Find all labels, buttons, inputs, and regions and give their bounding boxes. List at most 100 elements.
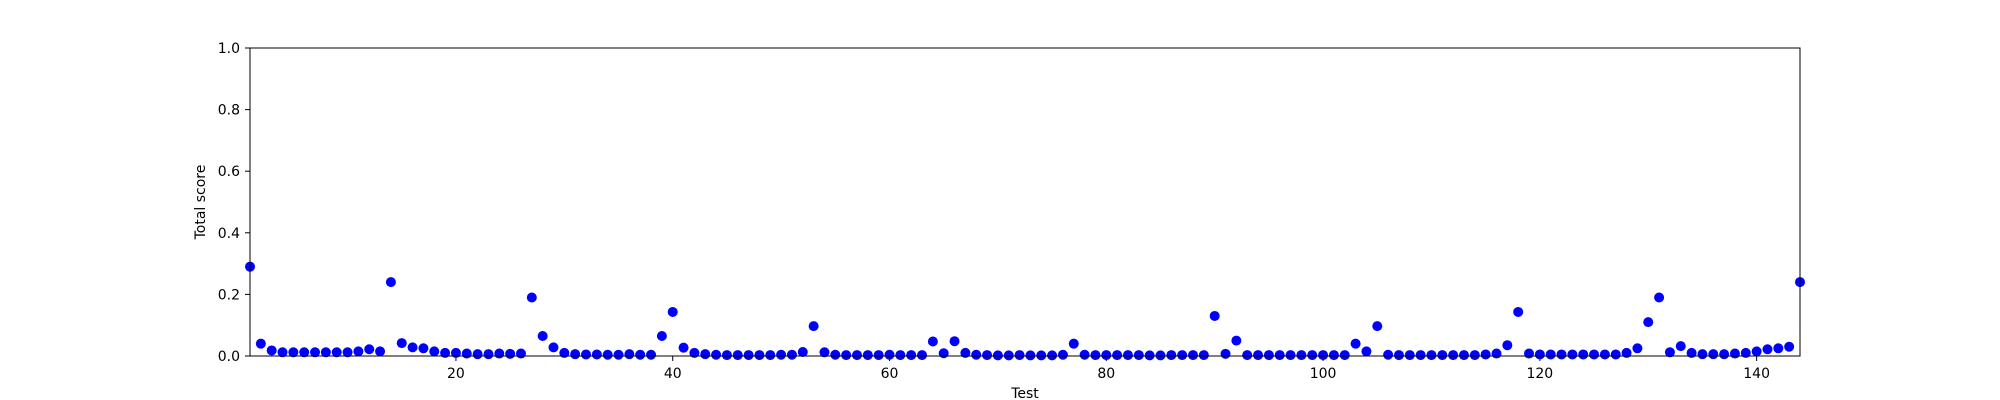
data-point <box>418 343 429 354</box>
data-point <box>320 347 331 358</box>
data-point <box>602 349 613 360</box>
data-point <box>515 348 526 359</box>
data-point <box>1437 350 1448 361</box>
x-tick-label: 80 <box>1097 366 1115 382</box>
data-point <box>743 350 754 361</box>
data-point <box>776 349 787 360</box>
data-point <box>927 336 938 347</box>
data-point <box>1491 348 1502 359</box>
data-point <box>364 344 375 355</box>
y-axis-ticks: 0.0 0.2 0.4 0.6 0.8 1.0 <box>218 41 250 365</box>
data-point <box>862 350 873 361</box>
data-point <box>1383 349 1394 360</box>
x-tick-label: 60 <box>881 366 899 382</box>
data-point <box>906 350 917 361</box>
data-point <box>971 349 982 360</box>
data-point <box>1664 347 1675 358</box>
x-axis-ticks: 20 40 60 80 100 120 140 <box>447 356 1770 382</box>
data-point <box>1719 349 1730 360</box>
data-point <box>299 347 310 358</box>
data-point <box>581 349 592 360</box>
data-point <box>1263 350 1274 361</box>
data-point <box>483 349 494 360</box>
data-point <box>1231 335 1242 346</box>
data-point <box>1285 350 1296 361</box>
data-point <box>1469 350 1480 361</box>
data-point <box>754 350 765 361</box>
data-point <box>1415 350 1426 361</box>
data-point <box>1740 347 1751 358</box>
data-point <box>526 292 537 303</box>
data-point <box>1448 350 1459 361</box>
data-point <box>1242 350 1253 361</box>
data-point <box>559 347 570 358</box>
data-point <box>721 350 732 361</box>
data-point <box>700 349 711 360</box>
data-point <box>895 350 906 361</box>
data-point <box>1502 340 1513 351</box>
data-point <box>375 346 386 357</box>
data-point <box>1025 350 1036 361</box>
data-point <box>1599 349 1610 360</box>
data-point <box>1328 350 1339 361</box>
y-tick-label: 0.8 <box>218 103 240 119</box>
x-tick-label: 140 <box>1743 366 1770 382</box>
data-point <box>1729 348 1740 359</box>
data-point <box>277 347 288 358</box>
data-point <box>1578 349 1589 360</box>
data-point <box>1036 350 1047 361</box>
data-point <box>656 330 667 341</box>
data-point <box>1307 350 1318 361</box>
data-point <box>1198 350 1209 361</box>
data-point <box>960 347 971 358</box>
data-point <box>982 350 993 361</box>
data-point <box>288 347 299 358</box>
data-point <box>472 349 483 360</box>
y-tick-label: 0.2 <box>218 287 240 303</box>
data-point <box>1773 343 1784 354</box>
x-axis-label: Test <box>1010 386 1039 400</box>
data-point <box>537 330 548 341</box>
data-point <box>830 349 841 360</box>
data-point <box>1350 338 1361 349</box>
data-point <box>1296 350 1307 361</box>
data-point <box>1101 350 1112 361</box>
data-point <box>1513 306 1524 317</box>
data-point <box>1112 350 1123 361</box>
data-point <box>1762 344 1773 355</box>
data-point <box>1610 349 1621 360</box>
data-point <box>1014 350 1025 361</box>
data-point <box>1253 350 1264 361</box>
data-point <box>917 350 928 361</box>
data-point <box>765 350 776 361</box>
data-point <box>1003 350 1014 361</box>
data-point <box>1361 346 1372 357</box>
x-tick-label: 100 <box>1310 366 1337 382</box>
data-point <box>407 342 418 353</box>
data-point <box>786 349 797 360</box>
data-point <box>808 321 819 332</box>
data-point <box>613 349 624 360</box>
data-point <box>884 349 895 360</box>
data-point <box>1675 341 1686 352</box>
data-point <box>873 350 884 361</box>
data-point <box>548 342 559 353</box>
data-point <box>266 345 277 356</box>
data-point <box>1708 349 1719 360</box>
data-point <box>1318 350 1329 361</box>
data-point <box>396 338 407 349</box>
data-point <box>1090 350 1101 361</box>
x-tick-label: 120 <box>1526 366 1553 382</box>
data-point <box>841 350 852 361</box>
data-point <box>331 347 342 358</box>
data-point <box>1426 350 1437 361</box>
data-point <box>646 349 657 360</box>
data-point <box>450 347 461 358</box>
data-point <box>1209 310 1220 321</box>
x-tick-label: 20 <box>447 366 465 382</box>
data-point <box>1404 350 1415 361</box>
data-point <box>819 347 830 358</box>
data-point <box>1556 349 1567 360</box>
data-point <box>1122 350 1133 361</box>
